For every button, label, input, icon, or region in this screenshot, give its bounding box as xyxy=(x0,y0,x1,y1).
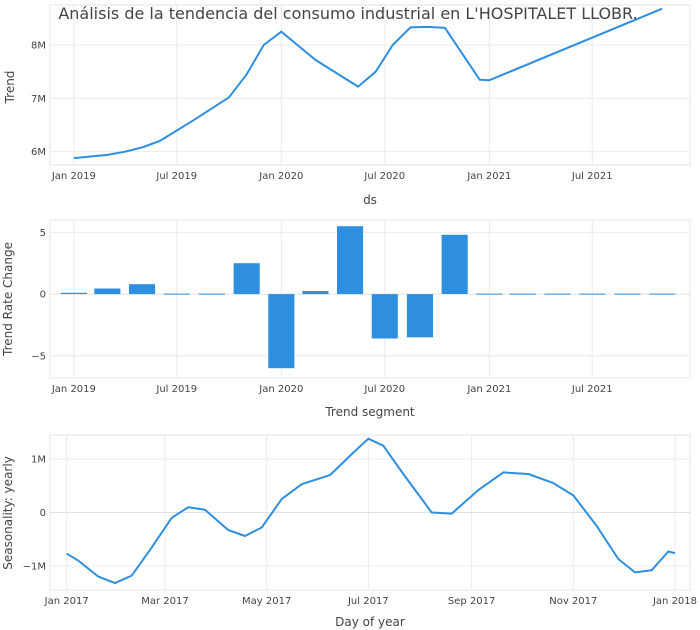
seasonality-y-tick-label: 1M xyxy=(31,455,46,466)
seasonality-x-tick-label: Jan 2018 xyxy=(652,596,697,607)
seasonality-y-tick-label: 0 xyxy=(40,508,46,519)
trend-x-tick-label: Jul 2020 xyxy=(363,171,405,182)
trend-rate-y-tick-label: −5 xyxy=(31,351,46,362)
seasonality-y-axis-label: Seasonality: yearly xyxy=(1,456,15,570)
trend-x-ticks: Jan 2019 Jul 2019 Jan 2020 Jul 2020 Jan 2021… xyxy=(51,171,613,182)
trend-rate-bar xyxy=(649,293,676,295)
seasonality-x-tick-label: Jul 2017 xyxy=(347,596,389,607)
trend-panel: Jan 2019 Jul 2019 Jan 2020 Jul 2020 Jan 2021… xyxy=(3,4,691,207)
trend-rate-x-tick-label: Jan 2019 xyxy=(51,384,96,395)
trend-rate-bar xyxy=(509,293,536,295)
seasonality-y-ticks: −1M 0 1M xyxy=(23,455,46,573)
seasonality-marks xyxy=(66,437,676,585)
seasonality-line xyxy=(66,437,676,585)
trend-y-tick-label: 6M xyxy=(31,147,46,158)
trend-rate-bar xyxy=(268,294,295,369)
trend-rate-y-ticks: −5 0 5 xyxy=(31,228,46,362)
trend-x-tick-label: Jan 2020 xyxy=(258,171,303,182)
seasonality-x-tick-label: Nov 2017 xyxy=(549,596,597,607)
seasonality-x-tick-label: Sep 2017 xyxy=(448,596,495,607)
seasonality-gridlines xyxy=(50,435,690,590)
trend-rate-bar xyxy=(579,293,606,295)
trend-rate-x-tick-label: Jul 2019 xyxy=(155,384,197,395)
trend-y-ticks: 6M 7M 8M xyxy=(31,41,46,159)
trend-rate-gridlines xyxy=(50,220,690,378)
trend-y-tick-label: 7M xyxy=(31,94,46,105)
trend-rate-bar xyxy=(441,234,468,294)
trend-rate-bar xyxy=(406,294,433,338)
trend-marks xyxy=(73,7,663,160)
trend-rate-bar xyxy=(476,293,503,295)
trend-rate-y-tick-label: 0 xyxy=(40,290,46,301)
trend-x-axis-label: ds xyxy=(363,193,377,207)
trend-rate-y-axis-label: Trend Rate Change xyxy=(1,242,15,357)
trend-rate-plot-area xyxy=(49,219,691,379)
trend-rate-bar xyxy=(233,263,260,295)
seasonality-x-ticks: Jan 2017 Mar 2017 May 2017 Jul 2017 Sep 2017… xyxy=(44,596,697,607)
trend-rate-bar xyxy=(198,293,225,295)
trend-rate-x-tick-label: Jan 2021 xyxy=(466,384,511,395)
trend-rate-bar xyxy=(302,291,329,295)
trend-rate-x-tick-label: Jan 2020 xyxy=(258,384,303,395)
chart-title: Análisis de la tendencia del consumo ind… xyxy=(58,4,637,23)
trend-rate-bar xyxy=(94,288,121,295)
trend-gridlines xyxy=(50,5,690,165)
trend-x-tick-label: Jan 2021 xyxy=(466,171,511,182)
trend-rate-bar xyxy=(129,284,156,295)
trend-x-tick-label: Jul 2021 xyxy=(571,171,613,182)
trend-line xyxy=(73,7,663,160)
trend-y-axis-label: Trend xyxy=(3,71,17,105)
trend-y-tick-label: 8M xyxy=(31,41,46,52)
trend-rate-bar xyxy=(337,226,364,295)
seasonality-panel: Jan 2017 Mar 2017 May 2017 Jul 2017 Sep 2017… xyxy=(1,434,697,629)
trend-rate-x-tick-label: Jul 2021 xyxy=(571,384,613,395)
seasonality-x-tick-label: Mar 2017 xyxy=(141,596,189,607)
trend-rate-x-tick-label: Jul 2020 xyxy=(363,384,405,395)
trend-rate-bar xyxy=(371,294,398,339)
seasonality-x-axis-label: Day of year xyxy=(335,615,405,629)
trend-rate-bar xyxy=(614,293,641,295)
trend-x-tick-label: Jul 2019 xyxy=(155,171,197,182)
trend-x-tick-label: Jan 2019 xyxy=(51,171,96,182)
seasonality-y-tick-label: −1M xyxy=(23,561,46,572)
seasonality-x-tick-label: Jan 2017 xyxy=(44,596,89,607)
trend-rate-bar xyxy=(163,293,190,295)
trend-rate-bar xyxy=(544,293,571,295)
trend-plot-area xyxy=(49,4,691,166)
trend-rate-y-tick-label: 5 xyxy=(40,228,46,239)
trend-rate-x-axis-label: Trend segment xyxy=(324,405,415,419)
trend-rate-marks xyxy=(60,226,676,369)
trend-rate-x-ticks: Jan 2019 Jul 2019 Jan 2020 Jul 2020 Jan 2021… xyxy=(51,384,613,395)
trend-rate-panel: Jan 2019 Jul 2019 Jan 2020 Jul 2020 Jan 2021… xyxy=(1,219,691,419)
seasonality-x-tick-label: May 2017 xyxy=(242,596,291,607)
trend-rate-bar xyxy=(60,292,87,294)
